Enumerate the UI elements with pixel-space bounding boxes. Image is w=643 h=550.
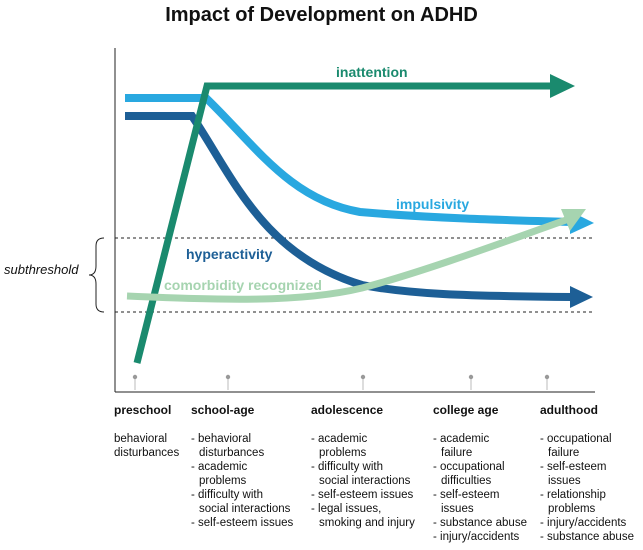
- subthreshold-label: subthreshold: [4, 262, 79, 277]
- stage-item-line: - difficulty with: [191, 489, 264, 501]
- tick-dot-school-age: [225, 374, 231, 380]
- tick-dot-adolescence: [360, 374, 366, 380]
- stage-heading-school-age: school-age: [191, 403, 255, 417]
- stage-item: - self-esteem issues: [191, 516, 293, 530]
- stage-item-line: behavioral: [114, 433, 168, 445]
- stage-heading-preschool: preschool: [114, 403, 172, 417]
- stage-item-line: - difficulty with: [311, 461, 384, 473]
- stage-item: - occupational difficulties: [433, 460, 527, 488]
- hyperactivity-label: hyperactivity: [186, 246, 273, 262]
- stage-item: - academic failure: [433, 432, 527, 460]
- stage-item-line: - relationship: [540, 489, 606, 501]
- stage-item: - injury/accidents: [433, 530, 527, 544]
- stage-item-line: - injury/accidents: [433, 531, 520, 543]
- stage-item-line: social interactions: [319, 475, 411, 487]
- stage-item-line: - behavioral: [191, 433, 252, 445]
- stage-item-line: - academic: [191, 461, 248, 473]
- inattention-arrowhead: [550, 74, 575, 98]
- stage-item: - substance abuse: [540, 530, 634, 544]
- stage-item-line: - occupational: [540, 433, 612, 445]
- stage-item: - injury/accidents: [540, 516, 634, 530]
- stage-item-line: problems: [548, 503, 596, 515]
- stage-item-line: failure: [548, 447, 580, 459]
- stage-item-line: problems: [319, 447, 367, 459]
- stage-heading-adolescence: adolescence: [311, 403, 384, 417]
- stage-item-line: - substance abuse: [540, 531, 634, 543]
- stage-item-line: - occupational: [433, 461, 505, 473]
- stage-item: - self-esteem issues: [311, 488, 415, 502]
- stage-heading-adulthood: adulthood: [540, 403, 598, 417]
- impulsivity-label: impulsivity: [396, 196, 469, 212]
- stage-item-line: - self-esteem: [540, 461, 607, 473]
- hyperactivity-arrowhead: [570, 286, 593, 308]
- stage-list-college-age: - academic failure - occupational difficult…: [433, 432, 527, 544]
- stage-item-line: - substance abuse: [433, 517, 527, 529]
- stage-item-line: - academic: [433, 433, 490, 445]
- stage-item-line: - self-esteem issues: [191, 517, 294, 529]
- stage-item: - behavioral disturbances: [191, 432, 293, 460]
- comorbidity-arrowhead: [561, 209, 586, 231]
- inattention-curve: [133, 82, 552, 364]
- stage-item-line: - legal issues,: [311, 503, 382, 515]
- stage-item-line: smoking and injury: [319, 517, 415, 529]
- stage-item-line: problems: [199, 475, 247, 487]
- stage-item-line: - self-esteem issues: [311, 489, 414, 501]
- stage-list-adulthood: - occupational failure - self-esteem issues…: [540, 432, 634, 544]
- tick-dot-preschool: [132, 374, 138, 380]
- stage-item-line: - injury/accidents: [540, 517, 627, 529]
- stage-item-line: failure: [441, 447, 473, 459]
- stage-item-line: difficulties: [441, 475, 492, 487]
- subthreshold-brace: [88, 237, 105, 313]
- stage-item-line: disturbances: [114, 447, 180, 459]
- stage-ticks: [132, 374, 550, 390]
- comorbidity-curve: [126, 216, 568, 303]
- stage-item: - legal issues, smoking and injury: [311, 502, 415, 530]
- inattention-label: inattention: [336, 64, 408, 80]
- tick-dot-college-age: [468, 374, 474, 380]
- diagram-title: Impact of Development on ADHD: [165, 4, 478, 26]
- stage-list-adolescence: - academic problems - difficulty with socia…: [311, 432, 415, 530]
- stage-item: - difficulty with social interactions: [191, 488, 293, 516]
- impulsivity-curve: [125, 94, 573, 226]
- stage-item: - self-esteem issues: [433, 488, 527, 516]
- stage-item-line: - academic: [311, 433, 368, 445]
- stage-item: - relationship problems: [540, 488, 634, 516]
- stage-item: behavioral disturbances: [114, 432, 179, 460]
- stage-list-school-age: - behavioral disturbances - academic proble…: [191, 432, 293, 530]
- stage-item: - academic problems: [191, 460, 293, 488]
- stage-item-line: - self-esteem: [433, 489, 500, 501]
- tick-dot-adulthood: [544, 374, 550, 380]
- stage-item: - substance abuse: [433, 516, 527, 530]
- stage-item-line: social interactions: [199, 503, 291, 515]
- stage-item: - difficulty with social interactions: [311, 460, 415, 488]
- hyperactivity-curve: [125, 112, 573, 301]
- stage-item-line: disturbances: [199, 447, 265, 459]
- stage-item-line: issues: [441, 503, 474, 515]
- comorbidity-label: comorbidity recognized: [164, 277, 322, 293]
- stage-item-line: issues: [548, 475, 581, 487]
- stage-item: - occupational failure: [540, 432, 634, 460]
- stage-item: - academic problems: [311, 432, 415, 460]
- stage-item: - self-esteem issues: [540, 460, 634, 488]
- stage-list-preschool: behavioral disturbances: [114, 432, 179, 460]
- stage-heading-college-age: college age: [433, 403, 499, 417]
